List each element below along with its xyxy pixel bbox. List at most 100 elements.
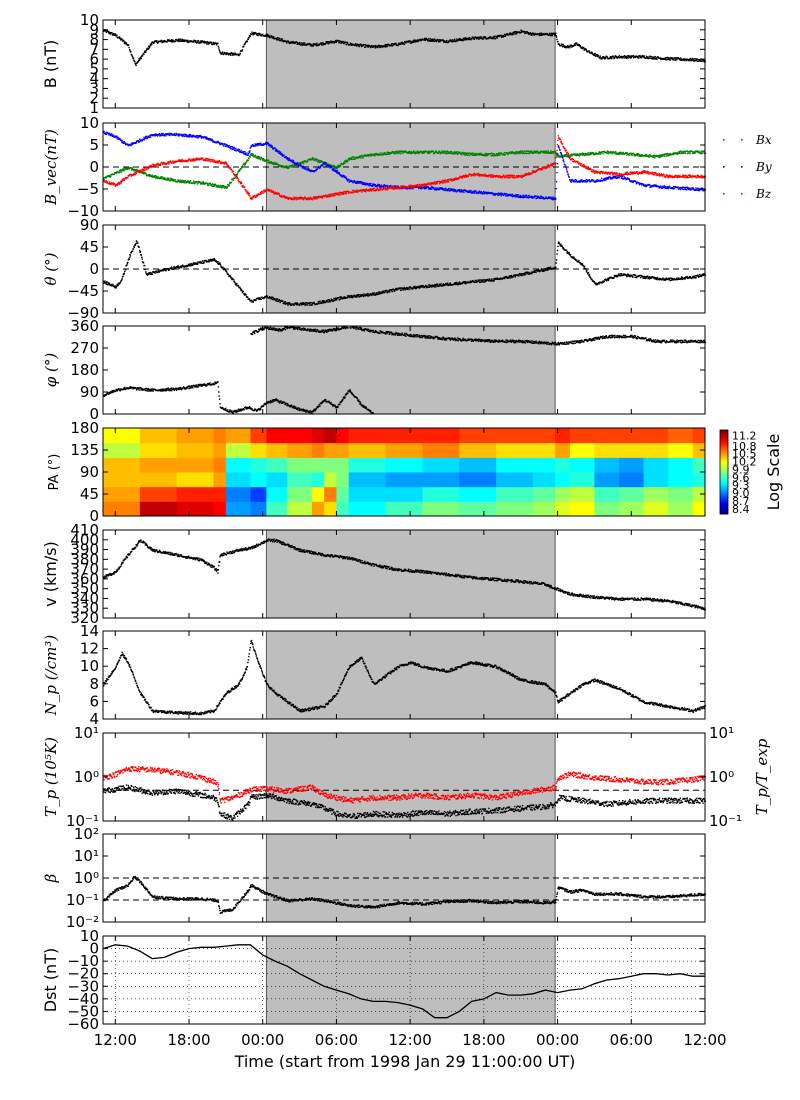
data-point	[588, 51, 591, 53]
data-point	[444, 150, 446, 153]
data-point	[257, 34, 259, 37]
data-point	[694, 152, 696, 154]
data-point	[320, 43, 322, 45]
data-point	[184, 179, 186, 182]
data-point	[313, 44, 315, 46]
data-point	[199, 135, 201, 138]
data-point	[531, 33, 534, 35]
data-point	[178, 40, 180, 43]
data-point	[256, 34, 258, 36]
data-point	[663, 153, 666, 155]
data-point	[443, 41, 445, 43]
data-point	[221, 142, 223, 145]
data-point	[257, 156, 259, 159]
data-point	[573, 44, 575, 47]
data-point	[396, 185, 398, 187]
data-point	[493, 35, 496, 38]
data-point	[340, 42, 342, 44]
data-point	[525, 31, 527, 33]
data-point	[363, 183, 365, 186]
data-point	[364, 184, 367, 186]
data-point	[576, 44, 579, 46]
data-point	[515, 150, 517, 153]
y-tick-label: 4	[89, 70, 99, 88]
data-point	[576, 153, 579, 155]
data-point	[243, 153, 245, 155]
data-point	[312, 45, 314, 47]
data-point	[630, 56, 633, 59]
data-point	[186, 134, 188, 137]
data-point	[573, 43, 576, 46]
data-point	[386, 44, 388, 46]
data-point	[666, 154, 668, 156]
data-point	[410, 150, 412, 153]
data-point	[646, 56, 648, 58]
data-point	[353, 181, 355, 183]
data-point	[178, 181, 181, 183]
series-B-0	[103, 29, 706, 67]
data-point	[159, 163, 161, 165]
data-point	[430, 188, 432, 190]
data-point	[258, 156, 261, 158]
data-point	[368, 183, 370, 185]
data-point	[110, 133, 112, 135]
data-point	[427, 151, 429, 153]
y-tick-label: 10	[80, 11, 99, 29]
data-point	[504, 192, 506, 195]
data-point	[371, 190, 373, 192]
data-point	[692, 151, 695, 153]
data-point	[665, 57, 667, 59]
data-point	[177, 39, 179, 42]
data-point	[222, 143, 224, 145]
data-point	[581, 179, 583, 181]
data-point	[338, 164, 340, 166]
data-point	[233, 52, 235, 54]
data-point	[437, 187, 439, 190]
data-point	[376, 46, 378, 48]
data-point	[668, 153, 670, 155]
data-point	[211, 138, 213, 141]
data-point	[383, 45, 386, 48]
data-point	[511, 34, 514, 36]
data-point	[275, 37, 277, 40]
data-point	[229, 182, 231, 184]
data-point	[460, 153, 462, 155]
data-point	[279, 39, 282, 42]
data-point	[408, 151, 410, 154]
data-point	[107, 30, 109, 33]
data-point	[513, 31, 516, 33]
data-point	[581, 154, 584, 156]
data-point	[309, 169, 312, 171]
data-point	[363, 155, 365, 157]
data-point	[571, 155, 573, 157]
data-point	[672, 152, 674, 155]
data-point	[691, 150, 693, 152]
data-point	[249, 156, 251, 158]
data-point	[667, 155, 670, 157]
data-point	[182, 134, 185, 136]
data-point	[187, 135, 190, 138]
data-point	[371, 44, 373, 47]
data-point	[483, 38, 485, 40]
data-point	[389, 185, 391, 187]
data-point	[439, 40, 441, 43]
data-point	[301, 165, 303, 168]
data-point	[573, 179, 575, 181]
data-point	[171, 40, 173, 42]
data-point	[408, 187, 410, 189]
data-point	[262, 157, 265, 160]
data-point	[364, 44, 366, 46]
data-point	[638, 155, 640, 157]
data-point	[189, 133, 191, 136]
data-point	[350, 43, 352, 45]
data-point	[254, 143, 256, 145]
data-point	[217, 140, 219, 143]
data-point	[346, 41, 348, 43]
data-point	[254, 154, 256, 157]
data-point	[121, 38, 123, 41]
data-point	[594, 55, 597, 57]
data-point	[648, 57, 650, 60]
data-point	[249, 150, 251, 152]
data-point	[409, 40, 411, 42]
data-point	[460, 152, 462, 154]
